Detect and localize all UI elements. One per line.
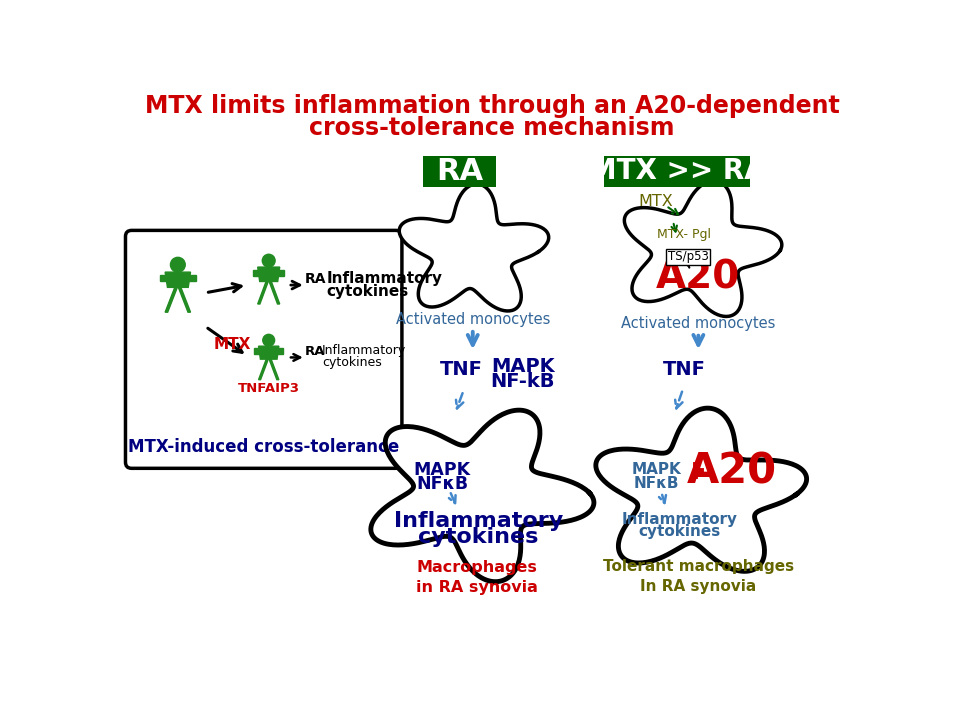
Polygon shape — [269, 282, 279, 304]
Polygon shape — [179, 287, 190, 312]
Text: NFκB: NFκB — [416, 475, 468, 493]
Text: MTX limits inflammation through an A20-dependent: MTX limits inflammation through an A20-d… — [145, 94, 839, 118]
Text: MAPK: MAPK — [414, 461, 470, 479]
Polygon shape — [624, 181, 781, 317]
Polygon shape — [257, 282, 268, 304]
FancyBboxPatch shape — [665, 249, 710, 265]
Text: RA: RA — [436, 157, 483, 186]
Polygon shape — [160, 275, 196, 282]
Text: TNF: TNF — [440, 360, 483, 379]
Polygon shape — [371, 410, 594, 582]
FancyBboxPatch shape — [605, 156, 750, 187]
Text: Activated monocytes: Activated monocytes — [396, 312, 550, 327]
Text: MAPK: MAPK — [491, 357, 555, 376]
Polygon shape — [253, 269, 284, 276]
Circle shape — [171, 257, 185, 272]
Text: NFκB: NFκB — [634, 476, 679, 491]
Text: TS/p53: TS/p53 — [667, 251, 708, 264]
Text: RA: RA — [305, 345, 325, 358]
Text: MTX: MTX — [638, 194, 673, 210]
Text: Tolerant macrophages
In RA synovia: Tolerant macrophages In RA synovia — [603, 559, 794, 593]
Text: cytokines: cytokines — [322, 356, 381, 369]
Text: MTX >> RA: MTX >> RA — [588, 158, 765, 186]
Polygon shape — [258, 346, 278, 359]
Text: RA: RA — [305, 272, 326, 286]
Circle shape — [262, 254, 276, 267]
Text: NF-kB: NF-kB — [491, 372, 555, 391]
Text: Inflammatory: Inflammatory — [326, 271, 443, 286]
Text: cytokines: cytokines — [326, 284, 409, 299]
Polygon shape — [399, 184, 549, 311]
Text: A20: A20 — [687, 451, 778, 492]
Polygon shape — [254, 348, 283, 354]
Text: cross-tolerance mechanism: cross-tolerance mechanism — [309, 116, 675, 140]
Text: TNF: TNF — [663, 360, 706, 379]
Polygon shape — [269, 359, 278, 379]
Polygon shape — [596, 408, 806, 572]
Text: MTX-induced cross-tolerance: MTX-induced cross-tolerance — [128, 438, 399, 456]
Text: Inflammatory: Inflammatory — [322, 344, 406, 357]
Text: Activated monocytes: Activated monocytes — [621, 316, 776, 331]
Text: A20: A20 — [657, 258, 740, 297]
Polygon shape — [258, 359, 268, 379]
Text: Inflammatory: Inflammatory — [394, 511, 563, 531]
Polygon shape — [165, 272, 190, 287]
Text: MTX- Pgl: MTX- Pgl — [658, 228, 711, 240]
FancyBboxPatch shape — [126, 230, 402, 468]
Text: MTX: MTX — [213, 337, 251, 352]
FancyBboxPatch shape — [423, 156, 496, 187]
Text: cytokines: cytokines — [418, 527, 539, 547]
Text: MAPK: MAPK — [631, 462, 681, 477]
Polygon shape — [165, 287, 178, 312]
Text: Macrophages
in RA synovia: Macrophages in RA synovia — [416, 560, 538, 595]
Text: TNFAIP3: TNFAIP3 — [238, 382, 300, 395]
Text: cytokines: cytokines — [638, 524, 721, 539]
Polygon shape — [257, 267, 279, 282]
Circle shape — [263, 334, 275, 346]
Text: Inflammatory: Inflammatory — [622, 512, 738, 526]
